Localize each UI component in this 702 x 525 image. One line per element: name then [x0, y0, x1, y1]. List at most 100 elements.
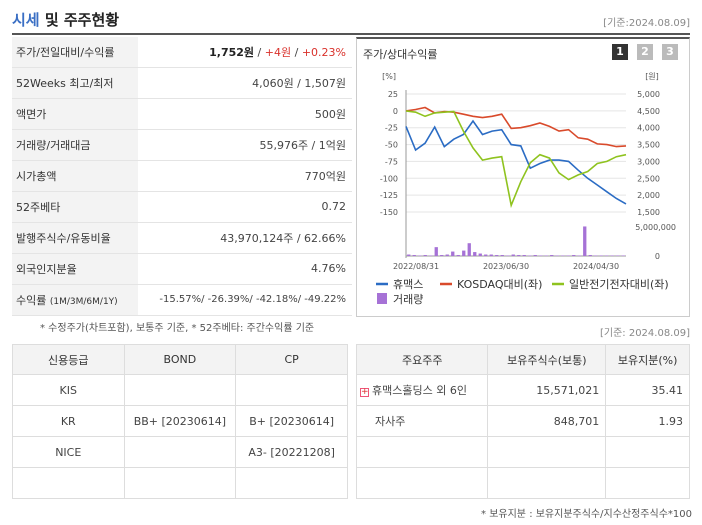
y-left-tick-label: -125	[380, 191, 398, 200]
holders-footnote: * 보유지분 : 보유지분주식수/지수산정주식수*100	[481, 509, 692, 520]
left-unit-label: [%]	[382, 72, 396, 81]
row-value: 4,060원 / 1,507원	[138, 67, 352, 100]
agency-cell: KIS	[12, 374, 125, 406]
holder-name-cell: 자사주	[355, 405, 489, 437]
holder-name-cell[interactable]: + 휴맥스홀딩스 외 6인	[355, 374, 489, 406]
shares-cell: 848,701	[487, 405, 607, 437]
row-label: 주가/전일대비/수익률	[12, 37, 138, 69]
bond-cell	[123, 374, 237, 406]
expand-plus-icon[interactable]: +	[360, 387, 369, 397]
shares-cell	[487, 436, 607, 468]
table-row	[355, 467, 690, 499]
holder-name-cell	[355, 467, 489, 499]
table-row: KIS	[12, 374, 348, 406]
volume-bar	[462, 250, 466, 256]
column-header: CP	[235, 344, 348, 375]
table-header-row: 신용등급 BOND CP	[12, 344, 348, 375]
chart-panel	[356, 37, 690, 317]
chart-page-3-button[interactable]: 3	[662, 44, 678, 60]
y-left-tick-label: -150	[380, 208, 398, 217]
y-right-tick-label: 5,000	[637, 90, 660, 99]
volume-bar	[467, 243, 471, 256]
volume-bar	[533, 255, 537, 256]
bond-cell	[123, 436, 237, 468]
y-right-tick-label: 4,000	[637, 124, 660, 133]
volume-bar	[478, 253, 482, 256]
volume-bar	[517, 255, 521, 256]
volume-bar	[473, 252, 477, 256]
series-line-0	[405, 119, 627, 205]
price-value: 1,752원 / +4원 / +0.23%	[138, 37, 352, 69]
cp-cell: A3- [20221208]	[235, 436, 348, 468]
table-row: 수익률 (1M/3M/6M/1Y) -15.57%/ -26.39%/ -42.…	[12, 284, 352, 316]
shareholders-table: 주요주주 보유주식수(보통) 보유지분(%) + 휴맥스홀딩스 외 6인 15,5…	[355, 344, 690, 499]
legend-label: 휴맥스	[393, 278, 423, 291]
y-left-tick-label: 25	[388, 90, 398, 99]
volume-bar	[550, 255, 554, 256]
row-value: 4.76%	[138, 253, 352, 285]
agency-cell: NICE	[12, 436, 125, 468]
right-unit-label: [원]	[645, 72, 659, 81]
shares-cell	[487, 467, 607, 499]
row-label: 거래량/거래대금	[12, 129, 138, 162]
volume-bar	[511, 254, 515, 256]
row-value: 43,970,124주 / 62.66%	[138, 222, 352, 254]
volume-bar	[500, 255, 504, 256]
section-title: 시세 및 주주현황	[12, 11, 120, 29]
legend-label: 일반전기전자대비(좌)	[569, 277, 669, 291]
row-value: 0.72	[138, 191, 352, 223]
credit-rating-table: 신용등급 BOND CP KIS KR BB+ [20230614] B+ [2…	[12, 344, 348, 499]
row-label: 액면가	[12, 98, 138, 131]
row-label: 52주베타	[12, 191, 138, 223]
table-row: 외국인지분율 4.76%	[12, 253, 352, 285]
volume-bar	[588, 255, 592, 256]
cp-cell	[235, 374, 348, 406]
volume-bar	[451, 251, 455, 256]
table-row	[12, 467, 348, 499]
footnote: * 수정주가(차트포함), 보통주 기준, * 52주베타: 주간수익률 기준	[40, 323, 315, 334]
y-left-tick-label: -50	[385, 141, 398, 150]
volume-bar	[583, 226, 587, 256]
row-label: 수익률 (1M/3M/6M/1Y)	[12, 284, 138, 316]
y-right-tick-label: 1,500	[637, 208, 660, 217]
y-left-tick-label: -25	[385, 124, 398, 133]
row-value: 770억원	[138, 160, 352, 192]
table-row: KR BB+ [20230614] B+ [20230614]	[12, 405, 348, 437]
column-header: BOND	[123, 344, 237, 375]
y-right-tick-label: 3,000	[637, 157, 660, 166]
volume-tick-label: 5,000,000	[635, 223, 676, 232]
legend-label: 거래량	[393, 293, 423, 306]
chart-page-2-button[interactable]: 2	[637, 44, 653, 60]
return-values: -15.57%/ -26.39%/ -42.18%/ -49.22%	[138, 284, 352, 316]
volume-bar	[522, 255, 526, 256]
legend-label: KOSDAQ대비(좌)	[457, 278, 542, 291]
column-header: 주요주주	[355, 344, 489, 375]
volume-bar	[456, 255, 460, 256]
volume-bar	[407, 254, 411, 256]
holder-name-cell	[355, 436, 489, 468]
row-label: 발행주식수/유동비율	[12, 222, 138, 254]
x-tick-label: 2024/04/30	[573, 262, 619, 271]
table-row: 주가/전일대비/수익률 1,752원 / +4원 / +0.23%	[12, 37, 352, 69]
table-row: NICE A3- [20221208]	[12, 436, 348, 468]
volume-bar	[445, 254, 449, 256]
bond-cell	[123, 467, 237, 499]
chart-page-1-button[interactable]: 1	[612, 44, 628, 60]
volume-tick-label: 0	[655, 252, 660, 261]
stake-cell	[605, 467, 690, 499]
volume-bar	[423, 255, 427, 256]
row-label: 시가총액	[12, 160, 138, 192]
shares-cell: 15,571,021	[487, 374, 607, 406]
stake-cell	[605, 436, 690, 468]
table-header-row: 주요주주 보유주식수(보통) 보유지분(%)	[355, 344, 690, 375]
reference-date: [기준:2024.08.09]	[603, 18, 690, 29]
volume-bar	[434, 247, 438, 256]
y-right-tick-label: 3,500	[637, 141, 660, 150]
volume-bar	[495, 255, 499, 256]
stake-cell: 35.41	[605, 374, 690, 406]
y-left-tick-label: -75	[385, 157, 398, 166]
stock-chart: [%] [원] 25 0 -25 -50 -75 -100 -125 -150 5,000 4,500…	[376, 72, 676, 306]
table-row: 52주베타 0.72	[12, 191, 352, 223]
chart-title: 주가/상대수익률	[363, 48, 438, 61]
header-divider	[12, 33, 690, 35]
